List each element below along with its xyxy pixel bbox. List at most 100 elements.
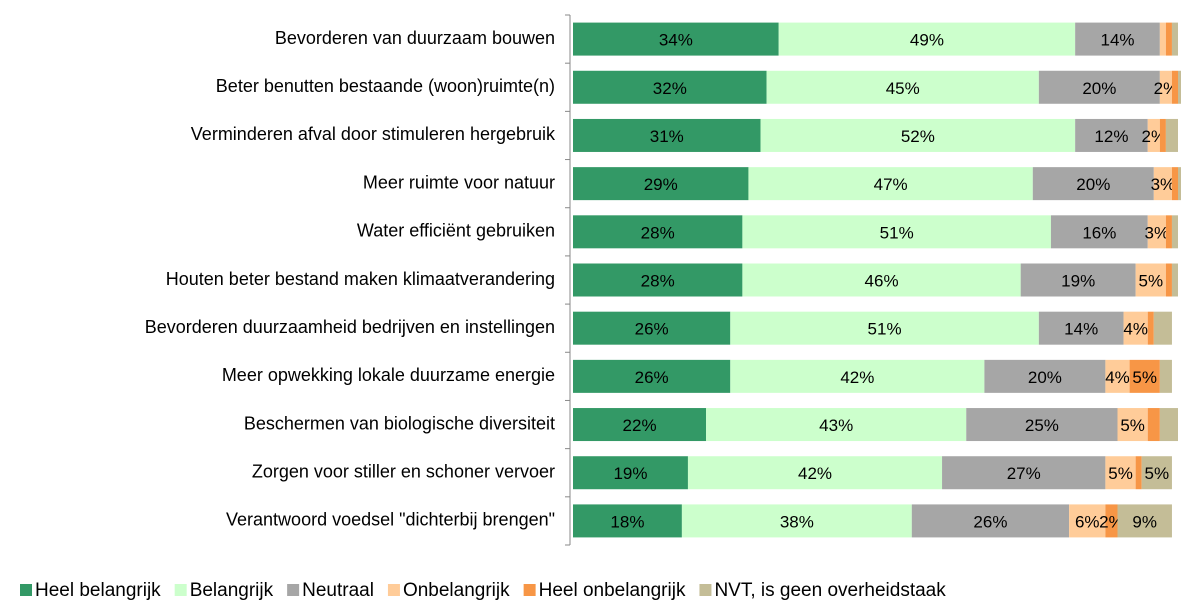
bar-segment [1178,70,1181,104]
bar-segment [911,504,1070,538]
legend-swatch [174,584,187,596]
value-label: 49% [910,31,944,50]
legend-label: Neutraal [302,580,374,601]
bar-segment [1159,70,1172,104]
value-label: 5% [1120,416,1145,435]
value-label: 5% [1132,368,1157,387]
value-label: 20% [1028,368,1062,387]
bar-segment [1135,263,1166,297]
bar-segment [1020,263,1136,297]
category-label: Bevorderen van duurzaam bouwen [275,28,555,48]
value-label: 22% [623,416,657,435]
bar-segment [1038,311,1124,345]
bar-segment [573,22,779,56]
bar-segment [1159,408,1178,442]
bar-segment [1147,408,1160,442]
value-label: 47% [874,175,908,194]
bar-segment [573,167,749,201]
bar-segment [778,22,1076,56]
category-label: Verminderen afval door stimuleren hergeb… [191,124,556,144]
value-label: 20% [1076,175,1110,194]
value-label: 28% [641,271,675,290]
category-label: Beschermen van biologische diversiteit [244,413,555,433]
value-label: 46% [865,271,899,290]
bar-segment [573,359,731,393]
value-label: 27% [1007,464,1041,483]
value-label: 51% [868,320,902,339]
bar-segment [573,118,761,152]
bar-segment [1135,456,1142,490]
bar-segment [1129,359,1160,393]
value-label: 45% [886,79,920,98]
value-label: 14% [1064,320,1098,339]
value-label: 19% [613,464,647,483]
bar-segment [1165,22,1172,56]
bar-segment [573,504,682,538]
bar-segment [1038,70,1160,104]
bar-segment [1153,311,1172,345]
bar-segment [1105,504,1118,538]
bar-segment [742,263,1021,297]
bar-segment [1123,311,1148,345]
bar-segment [573,408,707,442]
bar-segment [681,504,912,538]
bar-segment [1147,118,1160,152]
bar-segment [766,70,1039,104]
value-label: 52% [901,127,935,146]
legend-label: Belangrijk [190,580,274,601]
legend-swatch [20,584,32,596]
category-label: Water efficiënt gebruiken [357,221,555,241]
category-label: Beter benutten bestaande (woon)ruimte(n) [216,76,555,96]
value-label: 4% [1105,368,1130,387]
bar-segment [573,70,767,104]
bar-segment [573,456,688,490]
bar-segment [1165,263,1172,297]
bar-segment [1153,167,1172,201]
bar-segment [1165,118,1178,152]
category-label: Meer ruimte voor natuur [363,172,555,192]
value-label: 28% [641,223,675,242]
value-label: 5% [1145,464,1170,483]
bar-segment [573,311,731,345]
value-label: 18% [610,512,644,531]
bar-segment [1147,215,1166,249]
legend-swatch [699,584,712,596]
legend-label: NVT, is geen overheidstaak [714,580,946,601]
bar-segment [573,215,743,249]
bar-segment [1075,118,1148,152]
bar-segment [1178,167,1181,201]
value-label: 4% [1123,320,1148,339]
bar-segment [1050,215,1148,249]
legend-label: Heel onbelangrijk [539,580,686,601]
value-label: 51% [880,223,914,242]
bar-segment [1171,215,1178,249]
value-label: 26% [973,512,1007,531]
bar-segment [1117,408,1148,442]
value-label: 26% [635,368,669,387]
value-label: 19% [1061,271,1095,290]
value-label: 3% [1151,175,1176,194]
value-label: 42% [798,464,832,483]
bar-segment [730,359,985,393]
legend-label: Heel belangrijk [35,580,161,601]
value-label: 38% [780,512,814,531]
bar-segment [1171,70,1178,104]
value-label: 3% [1145,223,1170,242]
category-label: Houten beter bestand maken klimaatverand… [166,269,555,289]
bar-segment [1105,359,1130,393]
bar-segment [760,118,1076,152]
bar-segment [1141,456,1172,490]
bar-segment [1165,215,1172,249]
value-label: 12% [1094,127,1128,146]
bar-segment [573,263,743,297]
category-label: Meer opwekking lokale duurzame energie [222,365,555,385]
bar-segment [1171,167,1178,201]
bar-segment [730,311,1039,345]
value-label: 42% [840,368,874,387]
value-label: 5% [1108,464,1133,483]
bar-segment [966,408,1118,442]
bar-segment [1159,359,1172,393]
bar-segment [1032,167,1154,201]
value-label: 43% [819,416,853,435]
value-label: 31% [650,127,684,146]
